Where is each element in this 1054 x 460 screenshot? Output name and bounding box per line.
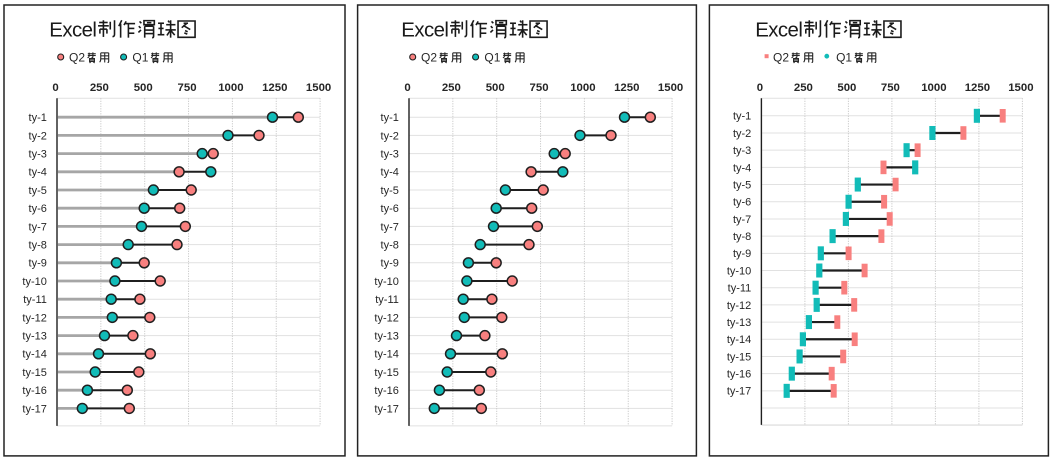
svg-text:ty-8: ty-8 <box>733 231 751 243</box>
svg-text:ty-10: ty-10 <box>727 265 751 277</box>
svg-text:ty-3: ty-3 <box>381 149 399 161</box>
svg-text:ty-7: ty-7 <box>381 221 399 233</box>
svg-text:ty-13: ty-13 <box>374 331 398 343</box>
svg-text:750: 750 <box>881 82 900 94</box>
svg-text:ty-15: ty-15 <box>374 367 398 379</box>
svg-text:ty-10: ty-10 <box>22 276 46 288</box>
svg-text:ty-14: ty-14 <box>22 349 46 361</box>
svg-text:Q1: Q1 <box>132 50 148 64</box>
svg-text:Q1: Q1 <box>836 50 852 64</box>
svg-text:ty-4: ty-4 <box>733 162 751 174</box>
svg-text:1500: 1500 <box>306 82 331 94</box>
svg-text:ty-5: ty-5 <box>381 185 399 197</box>
svg-text:ty-4: ty-4 <box>29 167 47 179</box>
svg-text:ty-3: ty-3 <box>733 145 751 157</box>
svg-text:ty-8: ty-8 <box>381 240 399 252</box>
svg-text:500: 500 <box>837 82 856 94</box>
svg-text:250: 250 <box>90 82 109 94</box>
svg-text:Q1: Q1 <box>484 50 500 64</box>
svg-text:ty-13: ty-13 <box>727 317 751 329</box>
svg-text:ty-4: ty-4 <box>381 167 399 179</box>
svg-text:1500: 1500 <box>658 82 683 94</box>
svg-text:ty-1: ty-1 <box>381 112 399 124</box>
svg-text:ty-3: ty-3 <box>29 149 47 161</box>
svg-text:ty-17: ty-17 <box>374 403 398 415</box>
svg-text:ty-6: ty-6 <box>733 197 751 209</box>
svg-text:ty-9: ty-9 <box>733 248 751 260</box>
svg-text:ty-6: ty-6 <box>29 203 47 215</box>
svg-text:ty-17: ty-17 <box>727 386 751 398</box>
svg-text:500: 500 <box>134 82 153 94</box>
svg-text:Q2: Q2 <box>773 50 789 64</box>
svg-text:ty-7: ty-7 <box>733 214 751 226</box>
svg-text:ty-13: ty-13 <box>22 331 46 343</box>
svg-text:1250: 1250 <box>965 82 990 94</box>
svg-text:1500: 1500 <box>1008 82 1033 94</box>
svg-text:ty-11: ty-11 <box>23 294 47 306</box>
svg-text:ty-17: ty-17 <box>22 403 46 415</box>
svg-text:250: 250 <box>442 82 461 94</box>
svg-text:1000: 1000 <box>921 82 946 94</box>
svg-text:0: 0 <box>52 82 58 94</box>
svg-text:Q2: Q2 <box>421 50 437 64</box>
svg-text:ty-11: ty-11 <box>728 283 752 295</box>
svg-text:ty-14: ty-14 <box>374 349 398 361</box>
svg-text:ty-1: ty-1 <box>29 112 47 124</box>
svg-text:ty-2: ty-2 <box>381 130 399 142</box>
svg-text:ty-15: ty-15 <box>22 367 46 379</box>
svg-text:ty-5: ty-5 <box>733 179 751 191</box>
svg-text:ty-12: ty-12 <box>374 312 398 324</box>
svg-text:ty-2: ty-2 <box>29 130 47 142</box>
svg-text:ty-8: ty-8 <box>29 240 47 252</box>
svg-text:ty-10: ty-10 <box>374 276 398 288</box>
svg-text:ty-14: ty-14 <box>727 334 751 346</box>
svg-text:ty-5: ty-5 <box>29 185 47 197</box>
svg-text:250: 250 <box>794 82 813 94</box>
svg-text:1000: 1000 <box>570 82 595 94</box>
svg-text:750: 750 <box>530 82 549 94</box>
svg-text:ty-16: ty-16 <box>727 369 751 381</box>
svg-text:ty-16: ty-16 <box>22 385 46 397</box>
svg-text:750: 750 <box>178 82 197 94</box>
svg-text:ty-6: ty-6 <box>381 203 399 215</box>
svg-text:1250: 1250 <box>262 82 287 94</box>
svg-text:ty-7: ty-7 <box>29 221 47 233</box>
svg-text:1000: 1000 <box>218 82 243 94</box>
svg-text:ty-12: ty-12 <box>727 300 751 312</box>
svg-text:ty-2: ty-2 <box>733 128 751 140</box>
svg-text:ty-1: ty-1 <box>733 111 751 123</box>
svg-text:ty-16: ty-16 <box>374 385 398 397</box>
svg-text:0: 0 <box>757 82 763 94</box>
svg-text:Excel: Excel <box>49 20 96 42</box>
svg-text:ty-12: ty-12 <box>22 312 46 324</box>
svg-text:0: 0 <box>404 82 410 94</box>
svg-text:ty-9: ty-9 <box>29 258 47 270</box>
svg-text:Excel: Excel <box>755 20 802 42</box>
svg-text:ty-9: ty-9 <box>381 258 399 270</box>
svg-text:ty-15: ty-15 <box>727 351 751 363</box>
svg-text:1250: 1250 <box>614 82 639 94</box>
svg-text:500: 500 <box>486 82 505 94</box>
svg-text:Excel: Excel <box>401 20 448 42</box>
svg-text:ty-11: ty-11 <box>375 294 399 306</box>
svg-text:Q2: Q2 <box>69 50 85 64</box>
